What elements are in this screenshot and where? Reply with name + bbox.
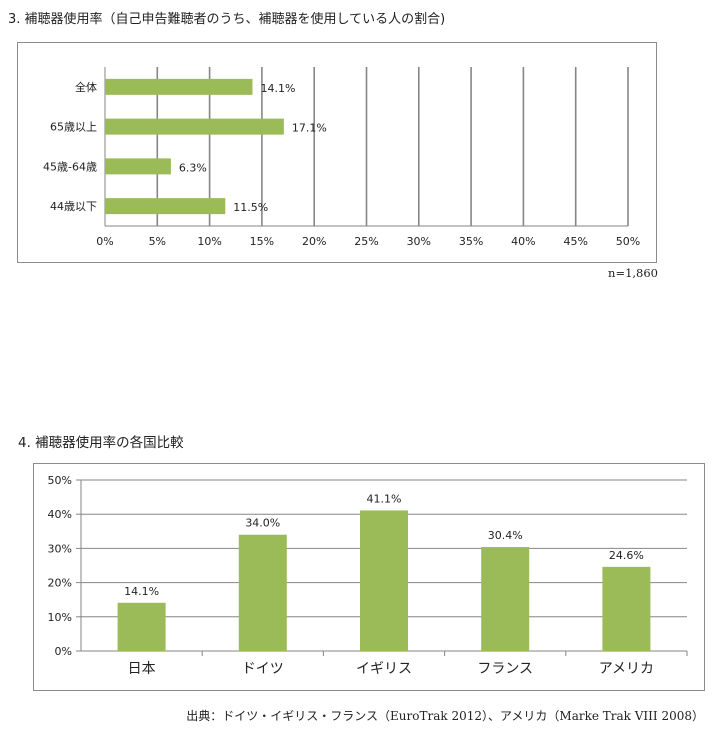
column: [360, 510, 408, 651]
usage-rate-by-age-chart: 0% 5% 10% 15% 20% 25% 30% 35% 40% 45% 50% 全体 14.1% 65…: [43, 67, 640, 248]
x-tick-label: 45%: [563, 235, 587, 248]
chart2-frame: 0% 10% 20% 30% 40% 50% 14.1% 日本 34.0% ドイツ 41.1% イギリ…: [33, 463, 705, 691]
x-tick-label: 15%: [250, 235, 274, 248]
section3-heading: 3. 補聴器使用率（自己申告難聴者のうち、補聴器を使用している人の割合): [8, 12, 446, 27]
data-label: 34.0%: [245, 517, 280, 530]
section4-heading: 4. 補聴器使用率の各国比較: [18, 435, 184, 451]
x-tick-label: 10%: [197, 235, 221, 248]
data-label: 6.3%: [179, 161, 207, 174]
y-tick-label: 10%: [48, 611, 72, 624]
y-tick-label: 0%: [55, 645, 72, 658]
bar: [105, 158, 171, 175]
category-label: ドイツ: [242, 661, 284, 677]
category-label: 45歳-64歳: [43, 160, 97, 173]
y-tick-label: 20%: [48, 577, 72, 590]
y-tick-label: 50%: [48, 474, 72, 487]
data-label: 30.4%: [488, 529, 523, 542]
data-label: 14.1%: [124, 585, 159, 598]
category-label: アメリカ: [599, 661, 654, 677]
bar: [105, 78, 253, 95]
y-tick-label: 30%: [48, 542, 72, 555]
bar: [105, 118, 284, 135]
y-tick-label: 40%: [48, 508, 72, 521]
data-label: 17.1%: [292, 122, 327, 135]
x-tick-label: 20%: [302, 235, 326, 248]
category-label: フランス: [477, 661, 533, 677]
data-label: 14.1%: [260, 82, 295, 95]
category-label: 全体: [75, 80, 97, 94]
data-label: 24.6%: [609, 549, 644, 562]
x-tick-label: 30%: [407, 235, 431, 248]
x-tick-label: 50%: [616, 235, 640, 248]
data-label: 41.1%: [367, 492, 402, 505]
category-label: 44歳以下: [50, 200, 97, 213]
category-label: イギリス: [356, 661, 412, 677]
category-label: 65歳以上: [50, 121, 97, 134]
column: [481, 547, 530, 651]
x-tick-label: 35%: [459, 235, 483, 248]
bar: [105, 198, 226, 215]
country-comparison-chart: 0% 10% 20% 30% 40% 50% 14.1% 日本 34.0% ドイツ 41.1% イギリ…: [48, 474, 688, 677]
x-tick-label: 5%: [149, 235, 166, 248]
x-tick-label: 25%: [354, 235, 378, 248]
sample-size-note: n=1,860: [608, 266, 658, 280]
column: [117, 602, 166, 651]
category-label: 日本: [128, 661, 156, 677]
column: [238, 534, 287, 651]
chart1-frame: 0% 5% 10% 15% 20% 25% 30% 35% 40% 45% 50% 全体 14.1% 65…: [17, 42, 657, 263]
x-tick-label: 0%: [96, 235, 113, 248]
column: [602, 566, 651, 651]
x-tick-label: 40%: [511, 235, 535, 248]
data-label: 11.5%: [233, 201, 268, 214]
source-note: 出典：ドイツ・イギリス・フランス（EuroTrak 2012）、アメリカ（Mar…: [186, 709, 704, 723]
